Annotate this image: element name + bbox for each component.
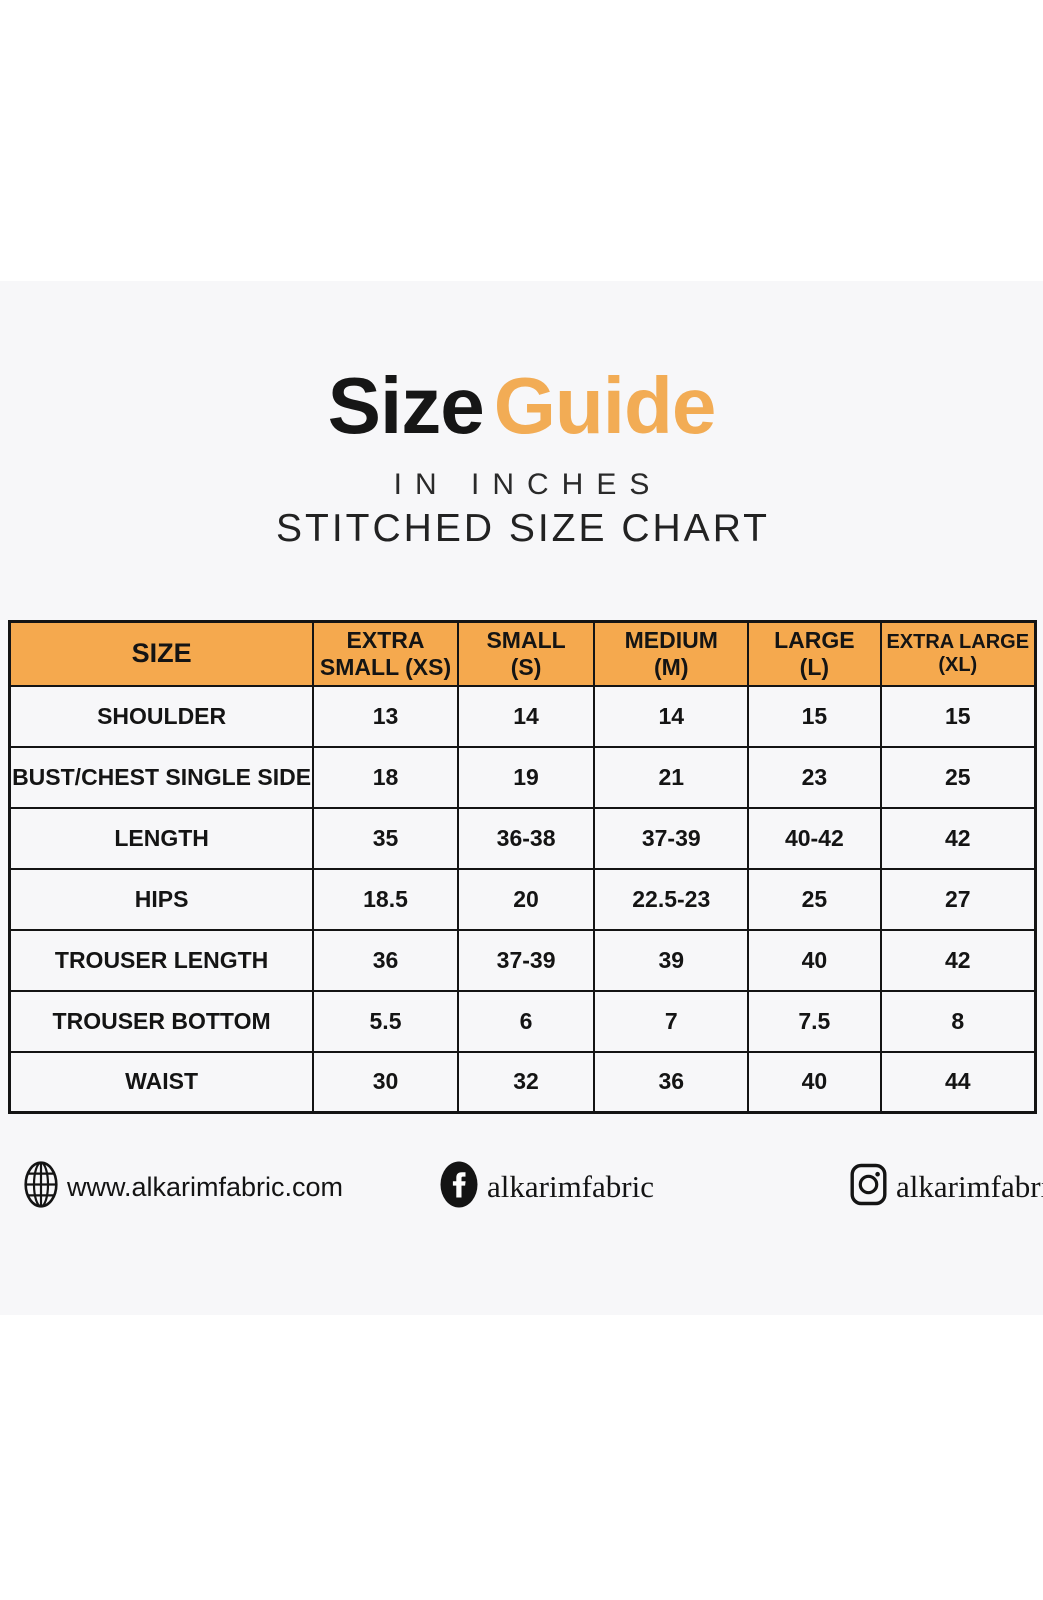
subtitle-stitched-size-chart: STITCHED SIZE CHART (276, 507, 770, 550)
facebook-label: alkarimfabric (487, 1169, 654, 1204)
table-cell: 36-38 (456, 806, 596, 870)
table-cell: 14 (456, 684, 596, 748)
table-row-trouser-length: TROUSER LENGTH 36 37-39 39 40 42 (8, 928, 1037, 992)
row-label: LENGTH (8, 806, 315, 870)
table-cell: 37-39 (593, 806, 750, 870)
globe-icon (24, 1161, 58, 1213)
column-header-medium: MEDIUM (M) (593, 620, 750, 687)
table-cell: 18 (312, 745, 459, 809)
table-cell: 15 (747, 684, 882, 748)
table-cell: 18.5 (312, 867, 459, 931)
subtitle-in-inches: IN INCHES (393, 468, 663, 501)
row-label: TROUSER LENGTH (8, 928, 315, 992)
facebook-icon (440, 1161, 478, 1213)
table-cell: 40 (747, 928, 882, 992)
instagram-item: alkarimfabrics (850, 1160, 1043, 1214)
table-cell: 15 (879, 684, 1037, 748)
facebook-item: alkarimfabric (440, 1160, 654, 1214)
table-cell: 5.5 (312, 989, 459, 1053)
size-chart-table: SIZE EXTRA SMALL (XS) SMALL (S) MEDIUM (… (8, 620, 1037, 1114)
table-cell: 36 (312, 928, 459, 992)
title-word-guide: Guide (493, 361, 717, 450)
table-cell: 13 (312, 684, 459, 748)
website-item: www.alkarimfabric.com (24, 1160, 343, 1214)
instagram-icon (850, 1162, 887, 1212)
header-row: SIZE EXTRA SMALL (XS) SMALL (S) MEDIUM (… (8, 620, 1037, 687)
column-header-extra-small: EXTRA SMALL (XS) (312, 620, 459, 687)
table-cell: 22.5-23 (593, 867, 750, 931)
table-cell: 40 (747, 1050, 882, 1114)
table-cell: 30 (312, 1050, 459, 1114)
page-title: Size Guide (0, 366, 1043, 446)
table-row-hips: HIPS 18.5 20 22.5-23 25 27 (8, 867, 1037, 931)
table-cell: 14 (593, 684, 750, 748)
row-label: TROUSER BOTTOM (8, 989, 315, 1053)
table-cell: 19 (456, 745, 596, 809)
table-cell: 8 (879, 989, 1037, 1053)
table-cell: 35 (312, 806, 459, 870)
row-label: BUST/CHEST SINGLE SIDE (8, 745, 315, 809)
table-cell: 27 (879, 867, 1037, 931)
table-cell: 42 (879, 928, 1037, 992)
table-cell: 37-39 (456, 928, 596, 992)
table-cell: 40-42 (747, 806, 882, 870)
table-cell: 25 (747, 867, 882, 931)
table-row-shoulder: SHOULDER 13 14 14 15 15 (8, 684, 1037, 748)
table-cell: 20 (456, 867, 596, 931)
column-header-small: SMALL (S) (456, 620, 596, 687)
table-cell: 25 (879, 745, 1037, 809)
row-label: HIPS (8, 867, 315, 931)
column-header-extra-large: EXTRA LARGE (XL) (879, 620, 1037, 687)
table-cell: 39 (593, 928, 750, 992)
title-word-size: Size (327, 361, 485, 450)
table-cell: 42 (879, 806, 1037, 870)
column-header-size: SIZE (8, 620, 315, 687)
table-cell: 36 (593, 1050, 750, 1114)
row-label: SHOULDER (8, 684, 315, 748)
table-row-length: LENGTH 35 36-38 37-39 40-42 42 (8, 806, 1037, 870)
column-header-large: LARGE (L) (747, 620, 882, 687)
table-cell: 7 (593, 989, 750, 1053)
table-row-waist: WAIST 30 32 36 40 44 (8, 1050, 1037, 1114)
row-label: WAIST (8, 1050, 315, 1114)
table-cell: 23 (747, 745, 882, 809)
table-cell: 32 (456, 1050, 596, 1114)
table-cell: 6 (456, 989, 596, 1053)
table-row-bust-chest: BUST/CHEST SINGLE SIDE 18 19 21 23 25 (8, 745, 1037, 809)
table-cell: 7.5 (747, 989, 882, 1053)
table-row-trouser-bottom: TROUSER BOTTOM 5.5 6 7 7.5 8 (8, 989, 1037, 1053)
instagram-label: alkarimfabrics (896, 1169, 1043, 1204)
website-label: www.alkarimfabric.com (67, 1171, 344, 1202)
table-cell: 21 (593, 745, 750, 809)
table-cell: 44 (879, 1050, 1037, 1114)
